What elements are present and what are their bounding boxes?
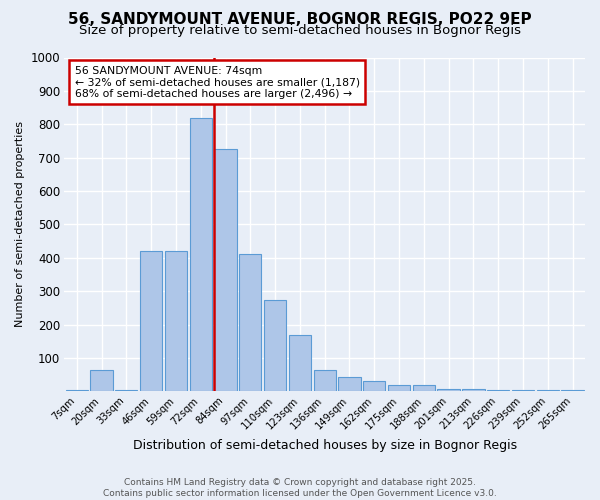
Bar — [562, 390, 584, 392]
Bar — [363, 380, 385, 392]
Bar — [314, 370, 336, 392]
Bar — [536, 390, 559, 392]
Text: 56 SANDYMOUNT AVENUE: 74sqm
← 32% of semi-detached houses are smaller (1,187)
68: 56 SANDYMOUNT AVENUE: 74sqm ← 32% of sem… — [75, 66, 360, 99]
Text: Contains HM Land Registry data © Crown copyright and database right 2025.
Contai: Contains HM Land Registry data © Crown c… — [103, 478, 497, 498]
Bar — [65, 390, 88, 392]
Bar — [264, 300, 286, 392]
Bar — [437, 389, 460, 392]
X-axis label: Distribution of semi-detached houses by size in Bognor Regis: Distribution of semi-detached houses by … — [133, 440, 517, 452]
Text: 56, SANDYMOUNT AVENUE, BOGNOR REGIS, PO22 9EP: 56, SANDYMOUNT AVENUE, BOGNOR REGIS, PO2… — [68, 12, 532, 28]
Bar — [91, 370, 113, 392]
Bar — [289, 334, 311, 392]
Bar — [214, 150, 236, 392]
Y-axis label: Number of semi-detached properties: Number of semi-detached properties — [15, 122, 25, 328]
Bar — [115, 390, 137, 392]
Bar — [338, 378, 361, 392]
Bar — [140, 251, 162, 392]
Bar — [388, 386, 410, 392]
Bar — [165, 251, 187, 392]
Bar — [462, 389, 485, 392]
Bar — [239, 254, 262, 392]
Text: Size of property relative to semi-detached houses in Bognor Regis: Size of property relative to semi-detach… — [79, 24, 521, 37]
Bar — [512, 390, 534, 392]
Bar — [413, 386, 435, 392]
Bar — [487, 390, 509, 392]
Bar — [190, 118, 212, 392]
